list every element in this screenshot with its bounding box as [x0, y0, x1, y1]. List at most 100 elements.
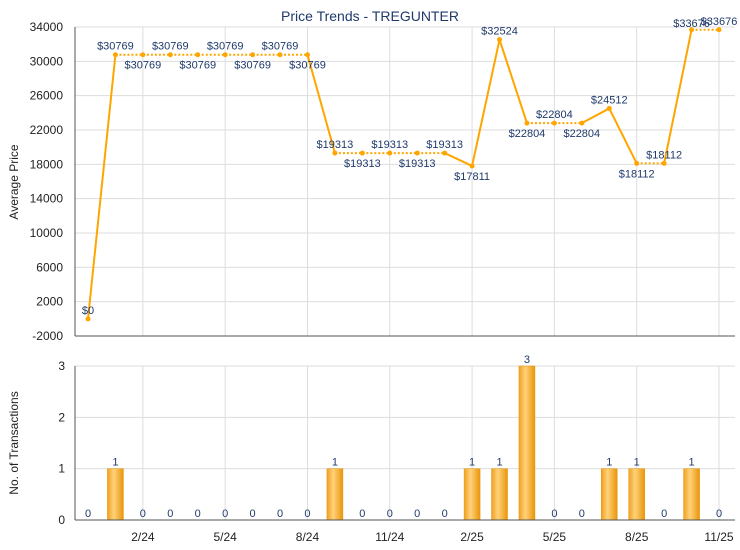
- transaction-count-label: 0: [359, 508, 365, 520]
- price-data-label: $30769: [125, 60, 162, 72]
- x-tick-label: 5/25: [543, 530, 567, 544]
- transaction-count-label: 0: [195, 508, 201, 520]
- price-data-label: $24512: [591, 94, 628, 106]
- transaction-count-label: 0: [85, 508, 91, 520]
- price-point: [606, 105, 612, 111]
- transaction-count-label: 1: [634, 457, 640, 469]
- price-data-label: $30769: [179, 60, 216, 72]
- price-data-label: $19313: [371, 139, 408, 151]
- price-point: [85, 316, 91, 322]
- x-tick-label: 11/25: [704, 530, 733, 544]
- transaction-count-label: 0: [661, 508, 667, 520]
- transactions-y-tick-label: 3: [58, 359, 65, 373]
- transaction-count-label: 0: [140, 508, 146, 520]
- price-data-label: $33676: [673, 18, 710, 30]
- x-tick-label: 8/25: [625, 530, 649, 544]
- price-point: [579, 120, 585, 126]
- price-data-label: $32524: [481, 26, 518, 38]
- price-data-label: $19313: [426, 139, 463, 151]
- price-point: [497, 37, 503, 43]
- x-tick-label: 8/24: [296, 530, 320, 544]
- transaction-count-label: 0: [277, 508, 283, 520]
- price-y-axis-label: Average Price: [7, 144, 21, 219]
- transaction-bar: [463, 468, 481, 521]
- price-line-segment: [306, 54, 336, 154]
- transaction-bar: [491, 468, 508, 521]
- price-point: [195, 52, 201, 58]
- price-data-label: $30769: [262, 41, 299, 53]
- price-point: [332, 150, 338, 156]
- transaction-count-label: 0: [551, 508, 557, 520]
- transaction-count-label: 1: [332, 457, 338, 469]
- transaction-bar: [518, 365, 536, 521]
- transaction-count-label: 1: [689, 457, 695, 469]
- price-point: [277, 52, 283, 58]
- price-point: [167, 52, 173, 58]
- price-y-tick-label: 14000: [30, 192, 64, 206]
- price-point: [442, 150, 448, 156]
- transaction-bar: [107, 468, 124, 521]
- transaction-count-label: 0: [414, 508, 420, 520]
- price-point: [469, 163, 475, 169]
- transaction-count-label: 0: [442, 508, 448, 520]
- price-point: [359, 150, 365, 156]
- price-point: [112, 52, 118, 58]
- price-y-tick-label: 6000: [36, 260, 63, 274]
- price-line-segment: [663, 29, 693, 164]
- price-point: [387, 150, 393, 156]
- price-point: [304, 52, 310, 58]
- transaction-count-label: 0: [387, 508, 393, 520]
- price-y-tick-label: 2000: [36, 295, 63, 309]
- price-data-label: $0: [82, 305, 94, 317]
- price-y-tick-label: 18000: [30, 157, 64, 171]
- x-tick-label: 2/25: [460, 530, 484, 544]
- price-y-tick-label: 34000: [30, 20, 64, 34]
- price-line-segment: [444, 152, 473, 167]
- price-data-label: $22804: [563, 128, 600, 140]
- price-data-label: $30769: [152, 41, 189, 53]
- transactions-y-axis-label: No. of Transactions: [7, 391, 21, 494]
- transactions-y-tick-label: 1: [58, 462, 65, 476]
- price-data-label: $18112: [619, 168, 655, 180]
- price-data-label: $30769: [234, 60, 271, 72]
- transaction-count-label: 0: [167, 508, 173, 520]
- price-y-tick-label: -2000: [32, 329, 63, 343]
- transaction-bar: [601, 468, 618, 521]
- price-line-segment: [471, 39, 501, 167]
- price-y-tick-label: 22000: [30, 123, 64, 137]
- price-point: [716, 27, 722, 33]
- transactions-y-tick-label: 0: [58, 513, 65, 527]
- price-point: [524, 120, 530, 126]
- price-point: [551, 120, 557, 126]
- transaction-count-label: 0: [304, 508, 310, 520]
- price-data-label: $30769: [207, 41, 244, 53]
- price-data-label: $19313: [399, 158, 436, 170]
- price-point: [222, 52, 228, 58]
- price-line-segment: [581, 107, 610, 124]
- price-point: [634, 160, 640, 166]
- transactions-y-tick-label: 2: [58, 410, 65, 424]
- price-data-label: $30769: [97, 41, 134, 53]
- transaction-count-label: 1: [112, 457, 118, 469]
- price-point: [414, 150, 420, 156]
- transaction-count-label: 1: [496, 457, 502, 469]
- price-data-label: $22804: [509, 128, 546, 140]
- price-point: [140, 52, 146, 58]
- transaction-bar: [683, 468, 700, 521]
- price-point: [689, 27, 695, 33]
- transaction-count-label: 1: [606, 457, 612, 469]
- price-data-label: $33676: [701, 16, 738, 28]
- price-data-label: $19313: [344, 158, 381, 170]
- price-data-label: $18112: [646, 149, 682, 161]
- price-point: [250, 52, 256, 58]
- transaction-count-label: 3: [524, 354, 530, 366]
- price-data-label: $22804: [536, 109, 573, 121]
- price-point: [661, 160, 667, 166]
- x-tick-label: 11/24: [375, 530, 404, 544]
- price-data-label: $30769: [289, 60, 326, 72]
- price-line-segment: [608, 107, 638, 164]
- price-y-tick-label: 10000: [30, 226, 64, 240]
- transaction-bar: [628, 468, 645, 521]
